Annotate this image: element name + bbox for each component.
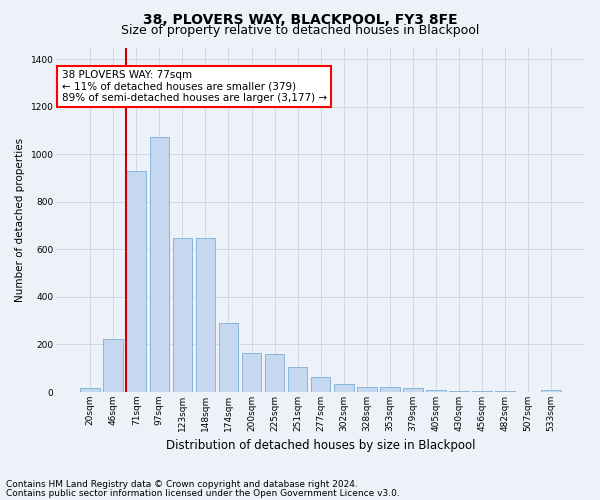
Bar xyxy=(242,353,262,392)
Bar xyxy=(403,388,422,392)
Text: Size of property relative to detached houses in Blackpool: Size of property relative to detached ho… xyxy=(121,24,479,37)
Bar xyxy=(311,376,331,392)
Bar xyxy=(449,391,469,392)
Bar xyxy=(426,390,446,392)
Bar xyxy=(196,238,215,392)
Bar xyxy=(472,391,492,392)
Bar xyxy=(127,171,146,392)
Bar xyxy=(288,367,307,392)
Bar xyxy=(149,136,169,392)
Y-axis label: Number of detached properties: Number of detached properties xyxy=(15,138,25,302)
Bar xyxy=(103,338,123,392)
X-axis label: Distribution of detached houses by size in Blackpool: Distribution of detached houses by size … xyxy=(166,440,475,452)
Bar xyxy=(541,390,561,392)
Bar xyxy=(334,384,353,392)
Bar xyxy=(80,388,100,392)
Bar xyxy=(173,238,192,392)
Text: Contains HM Land Registry data © Crown copyright and database right 2024.: Contains HM Land Registry data © Crown c… xyxy=(6,480,358,489)
Bar xyxy=(218,323,238,392)
Bar xyxy=(265,354,284,392)
Bar xyxy=(495,391,515,392)
Text: 38, PLOVERS WAY, BLACKPOOL, FY3 8FE: 38, PLOVERS WAY, BLACKPOOL, FY3 8FE xyxy=(143,12,457,26)
Bar xyxy=(380,388,400,392)
Bar xyxy=(357,388,377,392)
Text: 38 PLOVERS WAY: 77sqm
← 11% of detached houses are smaller (379)
89% of semi-det: 38 PLOVERS WAY: 77sqm ← 11% of detached … xyxy=(62,70,327,103)
Text: Contains public sector information licensed under the Open Government Licence v3: Contains public sector information licen… xyxy=(6,488,400,498)
